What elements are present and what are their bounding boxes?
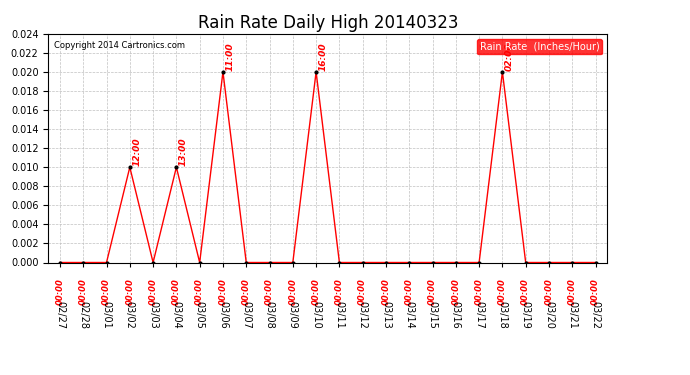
Text: 00:00: 00:00	[172, 278, 181, 304]
Text: 02:00: 02:00	[505, 42, 514, 71]
Text: 00:00: 00:00	[382, 278, 391, 304]
Text: 03/11: 03/11	[335, 302, 344, 329]
Text: 03/12: 03/12	[357, 302, 368, 329]
Text: 13:00: 13:00	[179, 138, 188, 166]
Text: 00:00: 00:00	[102, 278, 111, 304]
Text: 00:00: 00:00	[219, 278, 228, 304]
Text: 03/09: 03/09	[288, 302, 298, 329]
Text: 00:00: 00:00	[241, 278, 250, 304]
Text: 03/06: 03/06	[218, 302, 228, 329]
Text: 02/27: 02/27	[55, 302, 65, 330]
Text: 03/15: 03/15	[428, 302, 437, 329]
Text: 03/20: 03/20	[544, 302, 554, 329]
Text: 00:00: 00:00	[591, 278, 600, 304]
Text: 03/02: 03/02	[125, 302, 135, 329]
Text: 03/05: 03/05	[195, 302, 205, 329]
Text: 03/14: 03/14	[404, 302, 414, 329]
Text: 00:00: 00:00	[358, 278, 367, 304]
Text: 03/10: 03/10	[311, 302, 321, 329]
Text: 16:00: 16:00	[319, 42, 328, 71]
Text: 03/16: 03/16	[451, 302, 461, 329]
Text: 03/21: 03/21	[567, 302, 578, 329]
Text: 00:00: 00:00	[312, 278, 321, 304]
Text: 03/19: 03/19	[521, 302, 531, 329]
Text: 02/28: 02/28	[78, 302, 88, 329]
Text: 00:00: 00:00	[195, 278, 204, 304]
Text: 03/04: 03/04	[171, 302, 181, 329]
Text: 03/18: 03/18	[497, 302, 507, 329]
Text: 00:00: 00:00	[498, 278, 507, 304]
Text: 00:00: 00:00	[335, 278, 344, 304]
Text: 03/22: 03/22	[591, 302, 600, 329]
Text: 03/07: 03/07	[241, 302, 251, 329]
Text: 12:00: 12:00	[132, 138, 141, 166]
Text: Copyright 2014 Cartronics.com: Copyright 2014 Cartronics.com	[54, 40, 185, 50]
Text: 00:00: 00:00	[126, 278, 135, 304]
Title: Rain Rate Daily High 20140323: Rain Rate Daily High 20140323	[197, 14, 458, 32]
Text: 00:00: 00:00	[55, 278, 64, 304]
Text: 00:00: 00:00	[405, 278, 414, 304]
Text: 11:00: 11:00	[226, 42, 235, 71]
Text: 03/01: 03/01	[101, 302, 112, 329]
Text: 00:00: 00:00	[428, 278, 437, 304]
Text: 00:00: 00:00	[568, 278, 577, 304]
Text: 00:00: 00:00	[521, 278, 530, 304]
Text: 00:00: 00:00	[265, 278, 274, 304]
Text: 00:00: 00:00	[79, 278, 88, 304]
Text: 03/17: 03/17	[474, 302, 484, 329]
Text: 00:00: 00:00	[451, 278, 460, 304]
Text: 03/13: 03/13	[381, 302, 391, 329]
Text: 03/03: 03/03	[148, 302, 158, 329]
Text: 00:00: 00:00	[544, 278, 553, 304]
Legend: Rain Rate  (Inches/Hour): Rain Rate (Inches/Hour)	[477, 39, 602, 54]
Text: 00:00: 00:00	[288, 278, 297, 304]
Text: 03/08: 03/08	[264, 302, 275, 329]
Text: 00:00: 00:00	[148, 278, 157, 304]
Text: 00:00: 00:00	[475, 278, 484, 304]
